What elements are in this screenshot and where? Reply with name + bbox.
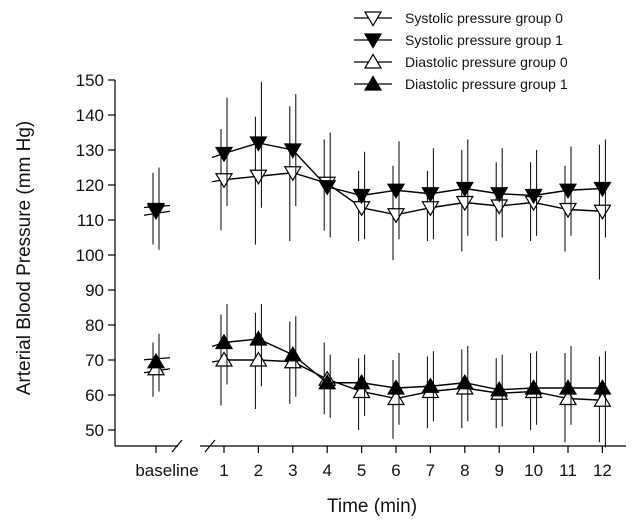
y-tick-label: 120 bbox=[76, 176, 104, 195]
x-tick-label: 12 bbox=[593, 461, 612, 480]
y-tick-label: 80 bbox=[85, 316, 104, 335]
data-point bbox=[421, 187, 440, 203]
legend-item: Systolic pressure group 0 bbox=[354, 10, 563, 27]
data-point bbox=[421, 377, 440, 393]
x-tick-label: 5 bbox=[357, 461, 366, 480]
data-point bbox=[558, 202, 578, 219]
x-tick-label: 7 bbox=[426, 461, 435, 480]
legend-marker bbox=[363, 75, 383, 91]
series-layer bbox=[143, 81, 612, 448]
data-point bbox=[249, 330, 268, 346]
x-tick-label: baseline bbox=[135, 461, 198, 480]
series-line bbox=[223, 142, 603, 197]
data-point bbox=[249, 351, 268, 367]
legend-item: Diastolic pressure group 1 bbox=[354, 75, 568, 92]
data-point bbox=[146, 352, 166, 369]
legend-label: Diastolic pressure group 0 bbox=[405, 54, 568, 70]
y-axis-title: Arterial Blood Pressure (mm Hg) bbox=[14, 121, 35, 396]
data-point bbox=[318, 373, 337, 390]
x-tick-label: 1 bbox=[219, 461, 228, 480]
y-tick-label: 50 bbox=[85, 421, 104, 440]
y-tick-label: 130 bbox=[76, 141, 104, 160]
data-point bbox=[249, 169, 268, 186]
series-3 bbox=[143, 312, 612, 443]
data-point bbox=[386, 389, 406, 406]
data-point bbox=[593, 391, 612, 407]
y-tick-label: 90 bbox=[85, 281, 104, 300]
legend-label: Systolic pressure group 0 bbox=[405, 10, 563, 26]
data-point bbox=[386, 208, 406, 224]
data-point bbox=[455, 181, 474, 198]
axis-break-mark bbox=[171, 439, 183, 453]
data-point bbox=[593, 181, 612, 198]
y-tick-label: 150 bbox=[76, 71, 104, 90]
x-tick-label: 4 bbox=[322, 461, 331, 480]
data-point bbox=[249, 136, 268, 152]
data-point bbox=[386, 379, 406, 395]
data-point bbox=[214, 351, 234, 367]
data-point bbox=[524, 188, 543, 205]
y-tick-label: 100 bbox=[76, 246, 104, 265]
data-point bbox=[214, 173, 234, 189]
data-point bbox=[490, 187, 509, 203]
y-tick-label: 60 bbox=[85, 386, 104, 405]
axis-break-mark bbox=[204, 439, 216, 453]
data-point bbox=[283, 166, 302, 182]
x-tick-label: 3 bbox=[288, 461, 297, 480]
data-point bbox=[283, 143, 302, 159]
data-point bbox=[524, 379, 543, 395]
data-point bbox=[386, 183, 406, 200]
series-4 bbox=[143, 304, 612, 448]
x-tick-label: 10 bbox=[524, 461, 543, 480]
data-point bbox=[352, 382, 371, 399]
x-tick-label: 8 bbox=[460, 461, 469, 480]
legend-item: Systolic pressure group 1 bbox=[354, 32, 563, 49]
x-tick-label: 11 bbox=[559, 461, 577, 480]
data-point bbox=[593, 379, 612, 395]
legend-marker bbox=[363, 11, 383, 27]
legend-label: Diastolic pressure group 1 bbox=[405, 76, 568, 92]
x-axis-title: Time (min) bbox=[327, 496, 417, 517]
y-tick-label: 70 bbox=[85, 351, 104, 370]
series-line bbox=[223, 172, 603, 216]
data-point bbox=[558, 389, 578, 406]
legend-marker bbox=[363, 53, 383, 69]
series-line bbox=[223, 338, 603, 391]
data-point bbox=[318, 180, 337, 196]
data-point bbox=[214, 333, 234, 350]
y-tick-label: 110 bbox=[77, 211, 104, 230]
series-2 bbox=[143, 81, 612, 250]
series-line bbox=[224, 359, 603, 401]
legend-label: Systolic pressure group 1 bbox=[405, 32, 563, 48]
data-point bbox=[455, 373, 474, 390]
x-tick-label: 6 bbox=[391, 461, 400, 480]
data-point bbox=[352, 188, 371, 205]
x-tick-label: 9 bbox=[494, 461, 503, 480]
data-point bbox=[146, 202, 166, 219]
data-point bbox=[352, 373, 371, 390]
data-point bbox=[558, 183, 578, 200]
legend: Systolic pressure group 0 Systolic pressu… bbox=[354, 10, 568, 92]
y-tick-label: 140 bbox=[76, 106, 104, 125]
legend-item: Diastolic pressure group 0 bbox=[354, 53, 568, 70]
legend-marker bbox=[363, 33, 383, 49]
data-point bbox=[593, 204, 612, 221]
x-tick-label: 2 bbox=[254, 461, 263, 480]
data-point bbox=[283, 345, 302, 362]
data-point bbox=[558, 379, 578, 395]
data-point bbox=[490, 380, 509, 397]
data-point bbox=[214, 146, 234, 163]
